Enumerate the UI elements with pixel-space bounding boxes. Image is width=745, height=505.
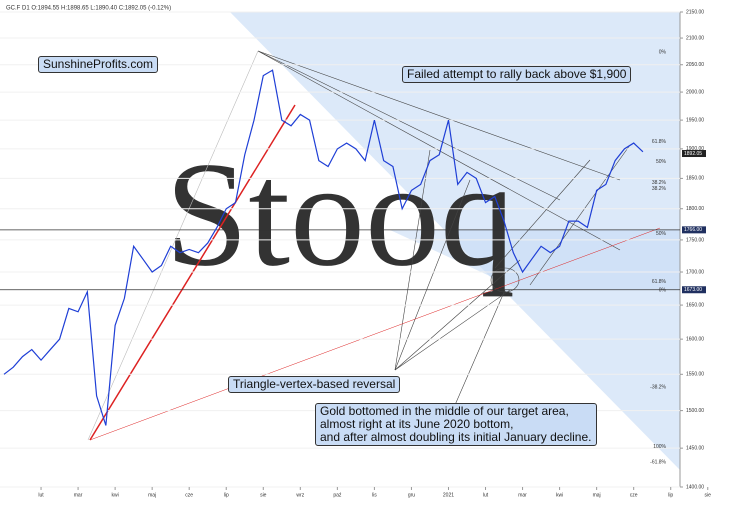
y-tick-label: 1700.00 (686, 269, 704, 275)
x-tick-label: cze (630, 492, 638, 498)
fib-label: 38.2% (652, 186, 667, 192)
y-tick-label: 2100.00 (686, 35, 704, 41)
x-tick-label: gru (408, 492, 415, 498)
x-tick-label: kwi (112, 492, 119, 498)
fib-label: 50% (656, 231, 667, 237)
x-tick-label: lis (372, 492, 377, 498)
y-tick-label: 1750.00 (686, 237, 704, 243)
level-label: 1766.00 (684, 227, 702, 233)
fib-label: 61.8% (652, 279, 667, 285)
brand: SunshineProfits.com (38, 56, 159, 73)
price-line (3, 69, 644, 426)
level-tag (682, 150, 706, 158)
x-tick-label: lip (668, 492, 673, 498)
x-tick-label: lut (483, 492, 489, 498)
x-tick-label: maj (148, 492, 156, 498)
note-line: Gold bottomed in the middle of our targe… (320, 404, 569, 418)
y-tick-label: 1650.00 (686, 302, 704, 308)
y-tick-label: 1400.00 (686, 484, 704, 490)
level-label: 1673.00 (684, 287, 702, 293)
x-tick-label: 2021 (443, 492, 454, 498)
y-tick-label: 1450.00 (686, 445, 704, 451)
fib-label: 61.8% (652, 139, 667, 145)
x-tick-label: paź (333, 492, 342, 498)
x-tick-label: lip (224, 492, 229, 498)
note-line: almost right at its June 2020 bottom, (320, 417, 514, 431)
x-tick-label: mar (518, 492, 527, 498)
y-tick-label: 1800.00 (686, 206, 704, 212)
y-tick-label: 2000.00 (686, 89, 704, 95)
trend-line (89, 227, 661, 441)
x-tick-label: mar (74, 492, 83, 498)
x-tick-label: sie (705, 492, 712, 498)
y-tick-label: 1850.00 (686, 176, 704, 182)
fib-label: -61.8% (650, 459, 666, 465)
y-tick-label: 1550.00 (686, 372, 704, 378)
level-tag (682, 286, 706, 294)
fib-label: 50% (656, 159, 667, 165)
x-tick-label: lut (38, 492, 44, 498)
y-tick-label: 1600.00 (686, 336, 704, 342)
y-tick-label: 1900.00 (686, 146, 704, 152)
note: Gold bottomed in the middle of our targe… (315, 403, 597, 446)
x-tick-label: wrz (296, 492, 304, 498)
x-tick-label: sie (260, 492, 267, 498)
fib-label: 0% (659, 50, 667, 56)
x-tick-label: cze (185, 492, 193, 498)
x-tick-label: kwi (556, 492, 563, 498)
fib-label: 0% (659, 288, 667, 294)
level-label: 1892.05 (684, 151, 702, 157)
fib-label: 100% (653, 444, 666, 450)
y-tick-label: 1500.00 (686, 408, 704, 414)
shaded-area (390, 230, 680, 290)
x-tick-label: maj (593, 492, 601, 498)
y-tick-label: 1950.00 (686, 117, 704, 123)
level-tag (682, 226, 706, 234)
y-tick-label: 2150.00 (686, 9, 704, 15)
fib-label: 38.2% (652, 180, 667, 186)
header: GC.F D1 O:1894.55 H:1898.65 L:1890.40 C:… (6, 6, 171, 12)
annotation: Triangle-vertex-based reversal (228, 376, 401, 393)
note-line: and after almost doubling its initial Ja… (320, 430, 592, 444)
annotation: Failed attempt to rally back above $1,90… (402, 66, 632, 83)
y-tick-label: 2050.00 (686, 62, 704, 68)
fib-label: -38.2% (650, 385, 666, 391)
